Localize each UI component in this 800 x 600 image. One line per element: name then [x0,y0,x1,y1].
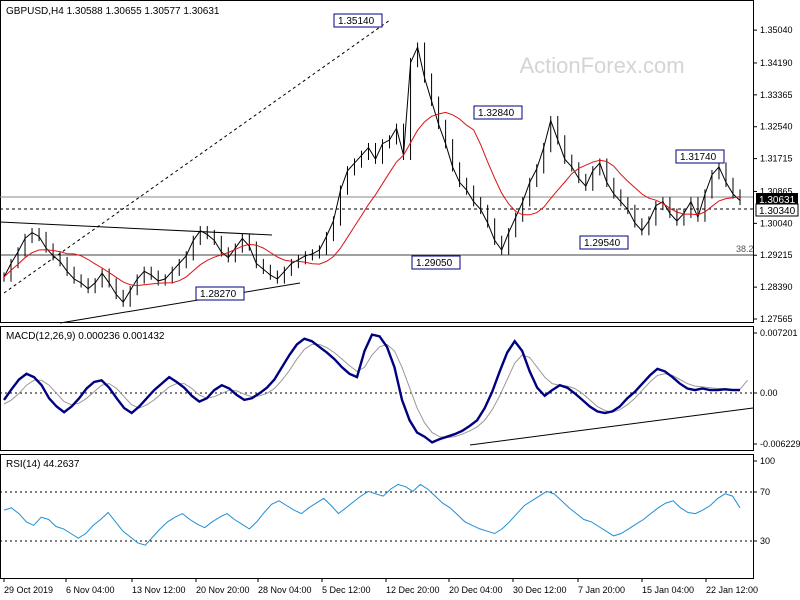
y-axis-ticks: 1.35040 1.34190 1.33365 1.32540 1.31715 1.308… [753,25,800,546]
macd-y-tick: -0.006229 [760,439,800,449]
moving-average [3,111,741,287]
price-annotations: 1.35140 1.32840 1.31740 1.29540 1.29050 1.282… [195,13,725,301]
price-y-tick: 1.29215 [760,250,793,260]
price-y-tick: 1.30865 [760,186,793,196]
price-annotation-box [195,286,245,301]
price-chart-title: GBPUSD,H4 1.30588 1.30655 1.30577 1.3063… [6,6,220,17]
x-tick-label: 22 Jan 12:00 [706,585,758,595]
rsi-y-tick: 30 [760,536,770,546]
ma-line [3,111,741,287]
x-tick-label: 13 Nov 12:00 [132,585,186,595]
macd-series [3,333,748,444]
fib-label: 38.2 [736,244,754,254]
watermark: ActionForex.com [519,53,684,78]
price-y-tick: 1.34190 [760,58,793,68]
x-tick-label: 20 Nov 20:00 [196,585,250,595]
rsi-y-tick: 100 [760,456,775,466]
x-tick-label: 12 Dec 20:00 [386,585,440,595]
price-y-tick: 1.33365 [760,90,793,100]
macd-line [3,333,740,444]
price-annotation-box [675,149,725,164]
x-axis-ticks: 29 Oct 2019 6 Nov 04:00 13 Nov 12:00 20 Nov… [3,578,758,595]
upper-triangle-line [0,221,273,236]
macd-y-tick: 0.007201 [760,328,798,338]
x-tick-label: 30 Dec 12:00 [513,585,567,595]
macd-signal-line [3,343,748,439]
support-price-label: 1.30340 [759,206,796,217]
price-y-tick: 1.27565 [760,314,793,324]
macd-trend-line [469,407,754,446]
price-y-tick: 1.28390 [760,282,793,292]
current-price-label: 1.30631 [759,195,796,206]
lower-triangle-line [59,282,301,324]
price-annotation-box [333,13,383,28]
current-price-box [756,193,798,205]
macd-panel-frame [0,326,754,451]
macd-y-tick: 0.00 [760,388,778,398]
price-annotation-box [473,105,523,120]
x-tick-label: 28 Nov 04:00 [258,585,312,595]
price-y-tick: 1.32540 [760,122,793,132]
support-price-box [755,203,799,217]
x-tick-label: 15 Jan 04:00 [642,585,694,595]
price-panel-frame [0,0,754,323]
x-tick-label: 6 Nov 04:00 [66,585,115,595]
price-annotation-label: 1.29050 [416,258,453,269]
dotted-trend-line [3,19,391,294]
price-annotation-label: 1.35140 [338,16,375,27]
price-annotation-label: 1.28270 [200,289,237,300]
price-annotation-box [411,255,461,270]
rsi-y-tick: 70 [760,487,770,497]
price-y-tick: 1.31715 [760,154,793,164]
price-annotation-label: 1.32840 [478,108,515,119]
price-line [3,45,741,304]
price-annotation-label: 1.31740 [680,152,717,163]
price-y-tick: 1.30040 [760,218,793,228]
x-tick-label: 5 Dec 12:00 [322,585,371,595]
rsi-line [3,483,741,546]
macd-title: MACD(12,26,9) 0.000236 0.001432 [6,331,165,342]
price-annotation-box [579,235,629,250]
price-series [3,42,741,307]
price-annotation-label: 1.29540 [584,238,621,249]
x-tick-label: 29 Oct 2019 [4,585,53,595]
x-tick-label: 20 Dec 04:00 [449,585,503,595]
x-tick-label: 7 Jan 20:00 [578,585,625,595]
rsi-title: RSI(14) 44.2637 [6,459,80,470]
rsi-series [3,483,741,546]
rsi-panel-frame [0,454,754,579]
price-y-tick: 1.35040 [760,25,793,35]
